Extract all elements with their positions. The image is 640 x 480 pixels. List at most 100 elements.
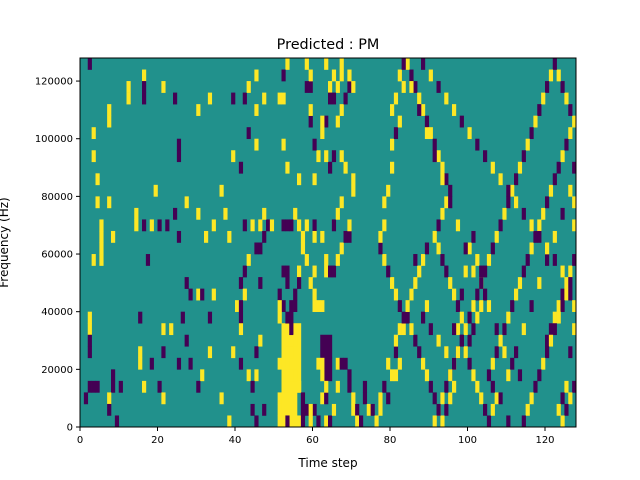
heatmap-cell	[545, 81, 550, 93]
heatmap-cell	[421, 311, 426, 324]
heatmap-cell	[393, 334, 399, 347]
heatmap-cell	[529, 242, 534, 255]
heatmap-cell	[308, 104, 313, 116]
heatmap-cell	[87, 58, 92, 70]
heatmap-cell	[401, 311, 406, 324]
heatmap-cell	[196, 104, 201, 116]
heatmap-cell	[537, 277, 542, 289]
heatmap-cell	[142, 219, 147, 232]
heatmap-cell	[285, 58, 290, 70]
heatmap-cell	[525, 403, 530, 416]
heatmap-cell	[463, 242, 468, 255]
heatmap-cell	[173, 92, 178, 105]
x-axis: 0 20 40 60 80 100 120	[77, 427, 555, 446]
heatmap-cell	[324, 254, 329, 266]
heatmap-cell	[289, 300, 294, 312]
heatmap-cell	[188, 288, 193, 301]
heatmap-cell	[568, 104, 573, 116]
heatmap-cell	[459, 311, 464, 324]
heatmap-cell	[564, 277, 569, 289]
heatmap-cell	[297, 277, 302, 289]
heatmap-cell	[316, 300, 321, 312]
heatmap-cell	[397, 115, 402, 128]
heatmap-cell	[320, 369, 325, 382]
heatmap-cell	[87, 380, 92, 393]
heatmap-cell	[107, 115, 112, 128]
heatmap-cell	[390, 161, 395, 174]
heatmap-cell	[436, 403, 441, 416]
heatmap-cell	[281, 69, 286, 82]
heatmap-cell	[393, 127, 399, 140]
heatmap-cell	[397, 300, 402, 312]
heatmap-cell	[335, 254, 340, 266]
heatmap-cell	[277, 300, 282, 312]
heatmap-cell	[324, 380, 329, 393]
heatmap-cell	[390, 104, 395, 116]
heatmap-cell	[444, 346, 449, 359]
x-tick-label: 0	[77, 435, 83, 446]
heatmap-cell	[285, 265, 290, 278]
heatmap-cell	[293, 207, 298, 220]
heatmap-cell	[521, 265, 526, 278]
heatmap-cell	[436, 242, 441, 255]
heatmap-cell	[471, 369, 476, 382]
heatmap-cell	[169, 323, 174, 336]
heatmap-cell	[366, 403, 371, 416]
heatmap-cell	[204, 230, 209, 243]
heatmap-cell	[281, 369, 286, 382]
heatmap-cell	[231, 92, 236, 105]
heatmap-cell	[262, 92, 267, 105]
y-tick-label: 80000	[41, 192, 73, 203]
heatmap-cell	[440, 161, 445, 174]
heatmap-cell	[475, 311, 480, 324]
heatmap-cell	[111, 369, 116, 382]
heatmap-cell	[262, 207, 267, 220]
heatmap-cell	[351, 81, 356, 93]
heatmap-cell	[142, 81, 147, 93]
heatmap-cell	[347, 81, 352, 93]
heatmap-cell	[452, 380, 457, 393]
heatmap-cell	[161, 346, 166, 359]
heatmap-cell	[300, 403, 306, 416]
x-tick-label: 40	[229, 435, 242, 446]
heatmap-cell	[335, 81, 340, 93]
heatmap-cell	[506, 196, 511, 209]
heatmap-cell	[91, 127, 96, 140]
heatmap-cell	[479, 392, 484, 405]
heatmap-cell	[510, 184, 515, 197]
heatmap-cell	[362, 380, 368, 393]
heatmap-cell	[312, 265, 317, 278]
heatmap-cell	[510, 300, 515, 312]
heatmap-cell	[572, 219, 577, 232]
y-tick-label: 0	[67, 423, 73, 434]
heatmap-cell	[378, 403, 383, 416]
heatmap-cell	[304, 403, 309, 416]
heatmap-cell	[157, 219, 162, 232]
heatmap-cell	[444, 173, 449, 186]
heatmap-cell	[331, 150, 337, 163]
heatmap-cell	[440, 207, 445, 220]
y-tick-label: 100000	[35, 134, 73, 145]
heatmap-cell	[498, 219, 503, 232]
heatmap-cell	[556, 403, 561, 416]
heatmap-cell	[138, 357, 143, 370]
heatmap-cell	[382, 380, 387, 393]
heatmap-cell	[552, 173, 557, 186]
heatmap-cell	[196, 207, 201, 220]
heatmap-cell	[347, 69, 352, 82]
heatmap-cell	[537, 104, 542, 116]
heatmap-cell	[409, 81, 414, 93]
heatmap-cell	[320, 357, 325, 370]
heatmap-cell	[471, 323, 476, 336]
y-axis: 0 20000 40000 60000 80000 100000 120000	[35, 77, 80, 434]
heatmap-cell	[409, 69, 414, 82]
heatmap-cell	[231, 150, 236, 163]
heatmap-cell	[331, 69, 337, 82]
heatmap-cell	[424, 115, 430, 128]
heatmap-cell	[91, 380, 96, 393]
heatmap-cell	[134, 219, 139, 232]
heatmap-cell	[238, 300, 244, 312]
heatmap-cell	[502, 207, 507, 220]
heatmap-cell	[200, 288, 205, 301]
